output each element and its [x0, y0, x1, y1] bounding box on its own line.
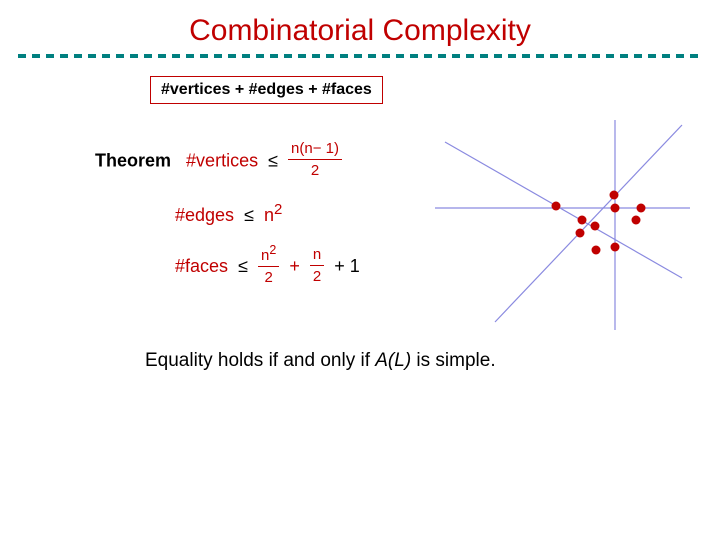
theorem-vertices-row: Theorem #vertices ≤ n(n− 1) 2 — [95, 140, 360, 183]
faces-frac-1: n2 2 — [258, 242, 279, 288]
vertices-lhs: #vertices — [186, 150, 258, 170]
diagram-line — [495, 125, 682, 322]
theorem-block: Theorem #vertices ≤ n(n− 1) 2 #edges ≤ n… — [95, 140, 360, 306]
formula-box: #vertices + #edges + #faces — [150, 76, 383, 104]
diagram-vertex-dot — [578, 216, 587, 225]
diagram-vertex-dot — [611, 204, 620, 213]
diagram-vertex-dot — [576, 229, 585, 238]
diagram-vertex-dot — [610, 191, 619, 200]
edges-lhs: #edges — [175, 205, 234, 225]
diagram-vertex-dot — [591, 222, 600, 231]
theorem-edges-row: #edges ≤ n2 — [175, 199, 360, 228]
diagram-vertex-dot — [592, 246, 601, 255]
edges-rhs: n2 — [264, 205, 282, 225]
theorem-faces-row: #faces ≤ n2 2 + n 2 + 1 — [175, 244, 360, 290]
title-divider — [18, 54, 702, 58]
diagram-vertex-dot — [632, 216, 641, 225]
diagram-vertex-dot — [611, 243, 620, 252]
vertices-frac: n(n− 1) 2 — [288, 138, 342, 181]
page-title: Combinatorial Complexity — [0, 0, 720, 48]
arrangement-diagram — [430, 120, 690, 330]
faces-tail: + 1 — [334, 256, 360, 276]
faces-lhs: #faces — [175, 256, 228, 276]
theorem-label: Theorem — [95, 150, 171, 170]
faces-frac-2: n 2 — [310, 244, 324, 287]
diagram-vertex-dot — [552, 202, 561, 211]
equality-note: Equality holds if and only if A(L) is si… — [145, 350, 496, 372]
diagram-vertex-dot — [637, 204, 646, 213]
